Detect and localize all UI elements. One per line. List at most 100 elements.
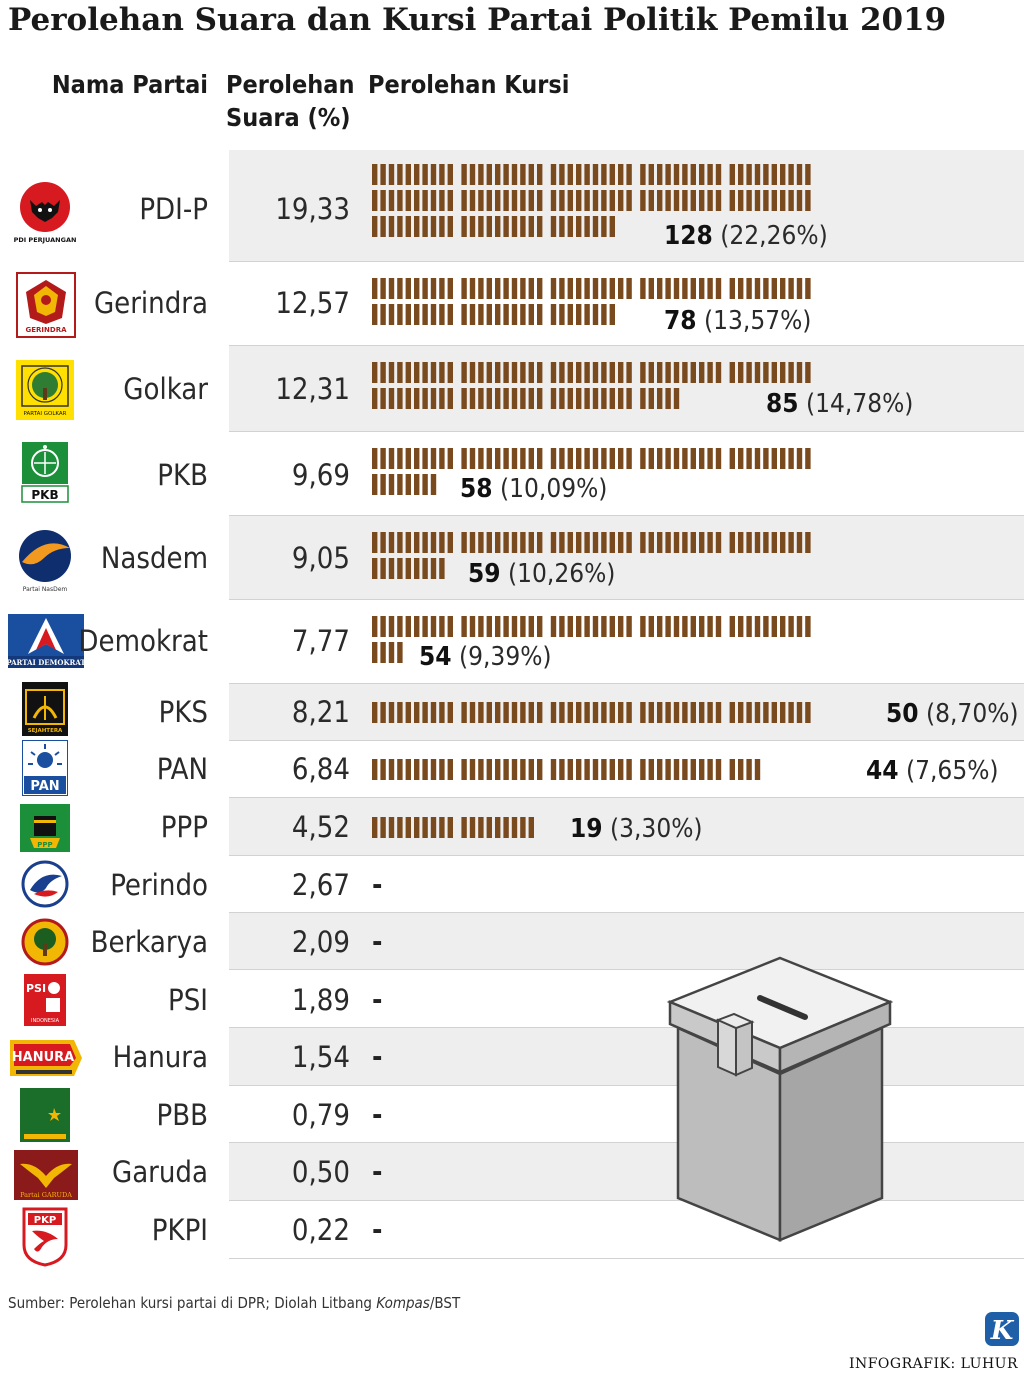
seat-label: 85 (14,78%)	[766, 388, 913, 420]
seat-label: 54 (9,39%)	[419, 641, 552, 673]
row-separator	[229, 855, 1024, 856]
seat-label: 19 (3,30%)	[570, 813, 703, 845]
garuda-wings-icon: Partai GARUDA	[14, 1150, 78, 1200]
kompas-logo-icon: K	[985, 1312, 1019, 1346]
party-name: PPP	[160, 810, 208, 844]
table-row	[229, 1143, 1024, 1201]
source-note: Sumber: Perolehan kursi partai di DPR; D…	[8, 1294, 460, 1312]
row-separator	[229, 261, 1024, 262]
svg-text:GERINDRA: GERINDRA	[26, 326, 68, 334]
bull-emblem-icon: PDI PERJUANGAN	[14, 178, 76, 246]
vote-percentage: 4,52	[291, 810, 350, 844]
row-separator	[229, 740, 1024, 741]
svg-text:PARTAI DEMOKRAT: PARTAI DEMOKRAT	[8, 658, 84, 667]
seat-label: 50 (8,70%)	[886, 698, 1019, 730]
seat-count: 50	[886, 699, 919, 729]
party-name: PSI	[168, 983, 208, 1017]
svg-text:Partai GARUDA: Partai GARUDA	[20, 1191, 72, 1199]
seat-count: 128	[664, 221, 713, 251]
orange-circle-icon: Partai NasDem	[14, 528, 76, 594]
mercy-star-icon: PARTAI DEMOKRAT	[8, 614, 84, 668]
berkarya-tree-icon	[20, 918, 70, 966]
seat-label: 44 (7,65%)	[866, 755, 999, 787]
party-name: PKPI	[151, 1213, 208, 1247]
header-votes: Perolehan Suara (%)	[226, 68, 356, 134]
seat-share: (10,26%)	[508, 559, 616, 589]
party-name: PKB	[157, 458, 208, 492]
seat-count: 44	[866, 756, 899, 786]
vote-percentage: 0,22	[291, 1213, 350, 1247]
table-row	[229, 798, 1024, 856]
sun-rays-icon: PAN	[22, 740, 68, 796]
vote-percentage: 0,50	[291, 1155, 350, 1189]
header-votes-line1: Perolehan	[226, 70, 355, 99]
row-separator	[229, 969, 1024, 970]
seat-share: (9,39%)	[459, 642, 552, 672]
row-separator	[229, 599, 1024, 600]
party-name: PBB	[156, 1098, 208, 1132]
svg-text:PSI: PSI	[26, 982, 46, 995]
row-separator	[229, 515, 1024, 516]
no-seat-mark: -	[372, 1213, 383, 1246]
svg-text:PKP: PKP	[34, 1215, 56, 1226]
header-votes-line2: Suara (%)	[226, 103, 351, 132]
no-seat-mark: -	[372, 925, 383, 958]
party-name: Berkarya	[90, 925, 208, 959]
rose-hand-icon: PSI INDONESIA	[20, 972, 70, 1028]
svg-text:PDI PERJUANGAN: PDI PERJUANGAN	[14, 236, 76, 244]
row-separator	[229, 683, 1024, 684]
row-separator	[229, 1027, 1024, 1028]
party-name: PAN	[156, 752, 208, 786]
kompas-logo-letter: K	[990, 1316, 1015, 1346]
source-prefix: Sumber: Perolehan kursi partai di DPR; D…	[8, 1294, 377, 1312]
svg-text:HANURA: HANURA	[12, 1050, 74, 1065]
vote-percentage: 12,57	[275, 286, 350, 320]
seat-label: 128 (22,26%)	[664, 220, 828, 252]
source-suffix: /BST	[429, 1294, 461, 1312]
vote-percentage: 0,79	[291, 1098, 350, 1132]
table-row	[229, 913, 1024, 970]
table-row	[229, 516, 1024, 600]
no-seat-mark: -	[372, 1098, 383, 1131]
vote-percentage: 1,54	[291, 1040, 350, 1074]
source-italic: Kompas	[376, 1294, 430, 1312]
svg-text:PPP: PPP	[37, 841, 52, 849]
header-seats: Perolehan Kursi	[368, 70, 570, 99]
row-separator	[229, 1258, 1024, 1259]
vote-percentage: 2,67	[291, 868, 350, 902]
row-separator	[229, 1085, 1024, 1086]
seat-count: 19	[570, 814, 603, 844]
kaaba-icon: PPP	[20, 804, 70, 852]
party-name: Hanura	[112, 1040, 208, 1074]
party-name: Perindo	[110, 868, 208, 902]
vote-percentage: 2,09	[291, 925, 350, 959]
header-party-name: Nama Partai	[51, 70, 208, 99]
seat-share: (22,26%)	[720, 221, 828, 251]
globe-stars-icon: PKB	[20, 440, 70, 504]
vote-percentage: 9,69	[291, 458, 350, 492]
seat-label: 58 (10,09%)	[460, 473, 607, 505]
no-seat-mark: -	[372, 1155, 383, 1188]
seat-share: (14,78%)	[806, 389, 914, 419]
crescent-star-icon	[20, 1088, 70, 1142]
seat-share: (7,65%)	[906, 756, 999, 786]
svg-text:PARTAI GOLKAR: PARTAI GOLKAR	[24, 411, 67, 417]
seat-label: 59 (10,26%)	[468, 558, 615, 590]
seat-share: (3,30%)	[610, 814, 703, 844]
vote-percentage: 19,33	[275, 192, 350, 226]
seat-count: 78	[664, 306, 697, 336]
vote-percentage: 8,21	[291, 695, 350, 729]
party-name: Golkar	[123, 372, 208, 406]
party-name: Garuda	[111, 1155, 208, 1189]
svg-text:Partai NasDem: Partai NasDem	[23, 586, 68, 593]
row-separator	[229, 345, 1024, 346]
vote-percentage: 6,84	[291, 752, 350, 786]
chart-title: Perolehan Suara dan Kursi Partai Politik…	[8, 2, 947, 38]
svg-text:SEJAHTERA: SEJAHTERA	[28, 728, 63, 734]
seat-share: (10,09%)	[500, 474, 608, 504]
party-name: Demokrat	[78, 624, 208, 658]
garuda-head-icon: GERINDRA	[16, 272, 76, 338]
row-separator	[229, 912, 1024, 913]
seat-share: (8,70%)	[926, 699, 1019, 729]
hanura-banner-icon: HANURA	[10, 1034, 82, 1084]
